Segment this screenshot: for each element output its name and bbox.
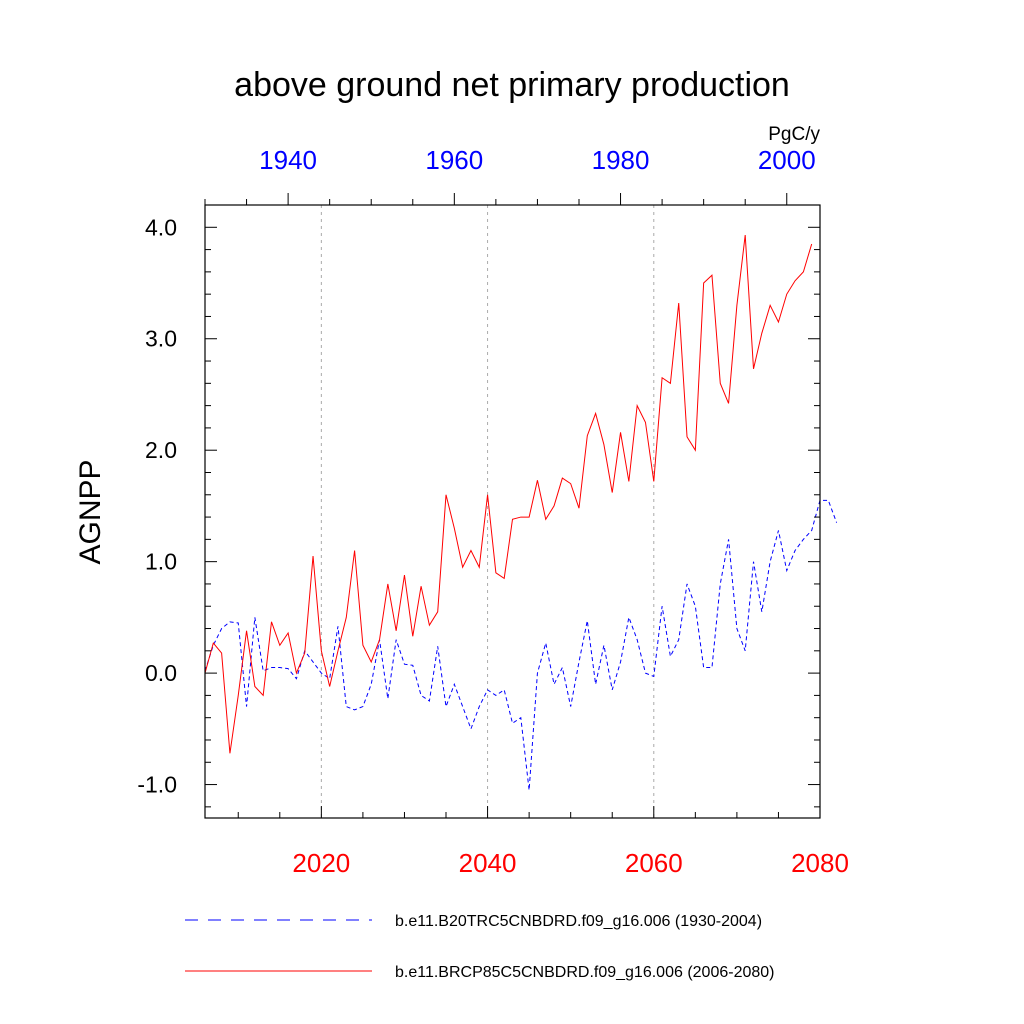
x-axis-bottom: 2020 2040 2060 2080 <box>237 806 849 878</box>
y-tick-label: -1.0 <box>137 772 177 798</box>
y-tick-label: 4.0 <box>145 214 177 240</box>
legend: b.e11.B20TRC5CNBDRD.f09_g16.006 (1930-20… <box>185 913 774 981</box>
y-tick-label: 1.0 <box>145 549 177 575</box>
x-tick-label-bottom: 2020 <box>292 848 350 878</box>
x-tick-label-bottom: 2040 <box>459 848 517 878</box>
units-label: PgC/y <box>768 124 820 145</box>
legend-label-rcp85: b.e11.BRCP85C5CNBDRD.f09_g16.006 (2006-2… <box>395 964 774 981</box>
x-tick-label-top: 1960 <box>425 145 483 175</box>
x-tick-label-bottom: 2080 <box>791 848 849 878</box>
y-axis-label: AGNPP <box>74 459 107 564</box>
series-historical <box>204 499 838 791</box>
series-rcp85 <box>204 235 813 754</box>
x-tick-label-bottom: 2060 <box>625 848 683 878</box>
x-tick-label-top: 2000 <box>758 145 816 175</box>
y-tick-label: 0.0 <box>145 660 177 686</box>
gridlines <box>320 205 655 818</box>
y-tick-label: 3.0 <box>145 326 177 352</box>
x-tick-label-top: 1940 <box>259 145 317 175</box>
series-line-historical <box>204 499 838 791</box>
chart-title: above ground net primary production <box>234 66 790 104</box>
x-tick-label-top: 1980 <box>592 145 650 175</box>
legend-label-historical: b.e11.B20TRC5CNBDRD.f09_g16.006 (1930-20… <box>395 913 762 930</box>
plot-frame <box>204 204 821 819</box>
y-axis: -1.0 0.0 1.0 2.0 3.0 4.0 <box>137 204 820 808</box>
x-axis-top: 1940 1960 1980 2000 <box>204 145 816 205</box>
y-tick-label: 2.0 <box>145 437 177 463</box>
series-line-rcp85 <box>204 235 813 754</box>
